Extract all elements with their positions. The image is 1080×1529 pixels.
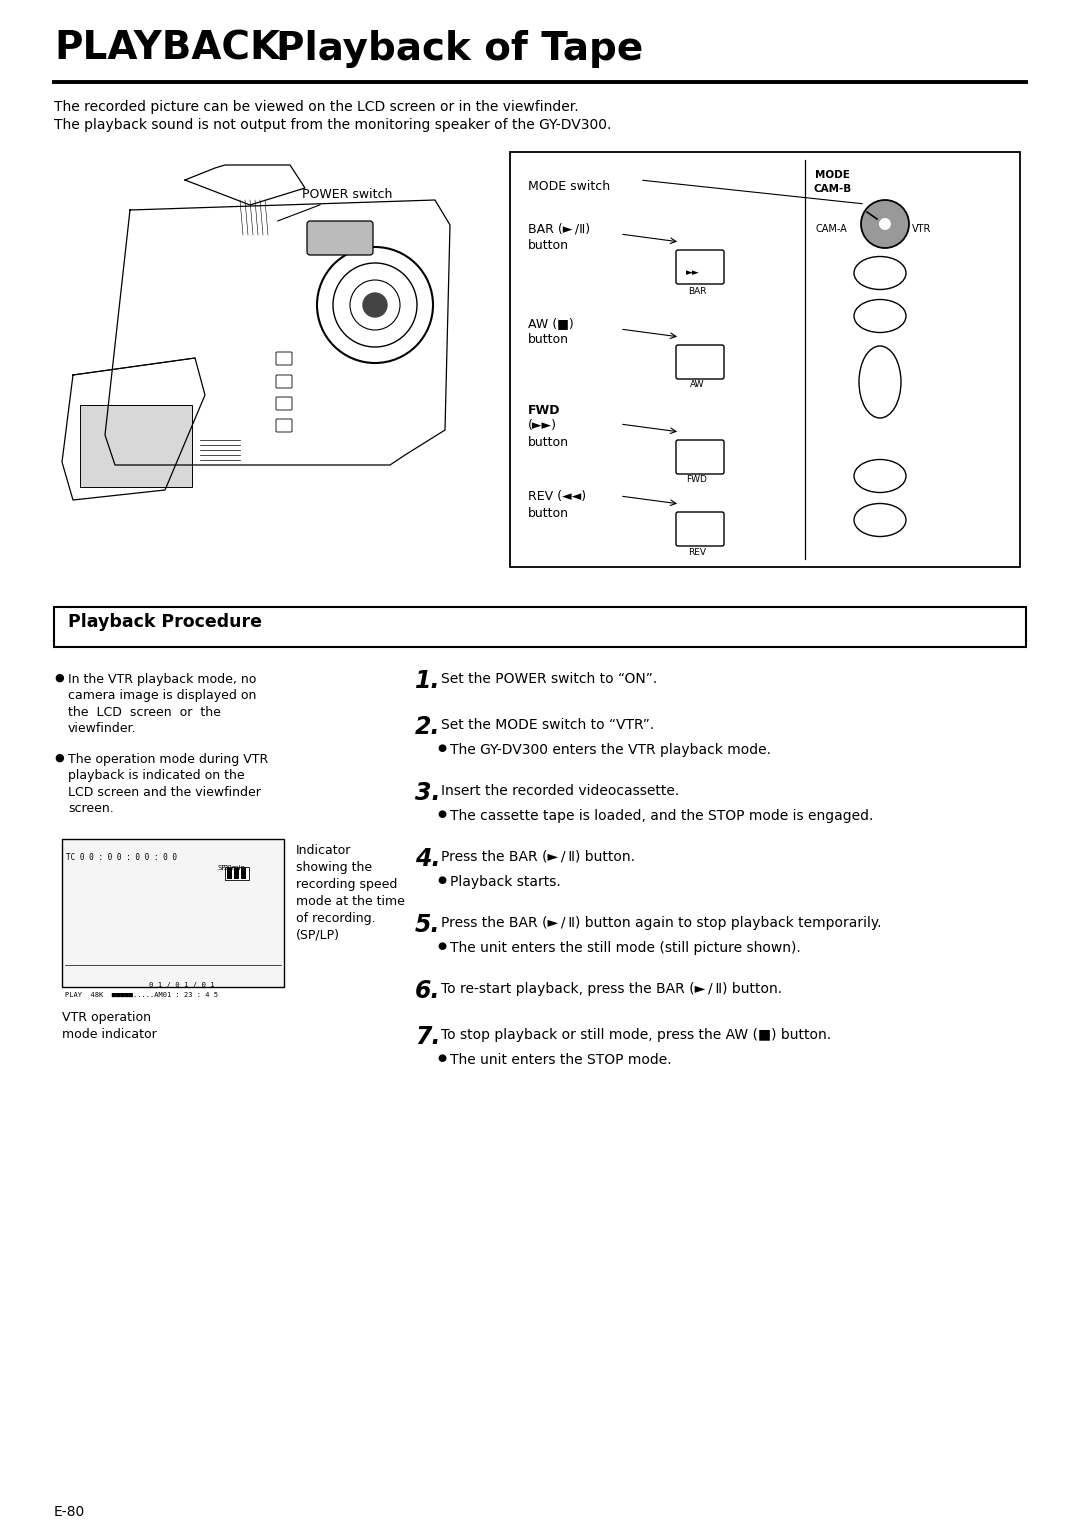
Text: the  LCD  screen  or  the: the LCD screen or the — [68, 706, 221, 719]
Text: button: button — [528, 508, 569, 520]
Text: FWD: FWD — [528, 404, 561, 417]
Text: button: button — [528, 239, 569, 252]
FancyBboxPatch shape — [276, 419, 292, 433]
Text: 7.: 7. — [415, 1024, 441, 1049]
Ellipse shape — [859, 346, 901, 417]
Text: PLAY  48K  ■■■■■.....AM01 : 23 : 4 5: PLAY 48K ■■■■■.....AM01 : 23 : 4 5 — [65, 992, 218, 998]
Ellipse shape — [854, 300, 906, 332]
FancyBboxPatch shape — [276, 398, 292, 410]
Text: The unit enters the still mode (still picture shown).: The unit enters the still mode (still pi… — [450, 940, 800, 956]
Ellipse shape — [854, 257, 906, 289]
Text: 0 1 / 0 1 / 0 1: 0 1 / 0 1 / 0 1 — [149, 982, 215, 988]
Text: Press the BAR (► / Ⅱ) button again to stop playback temporarily.: Press the BAR (► / Ⅱ) button again to st… — [441, 916, 881, 930]
Text: TC 0 0 : 0 0 : 0 0 : 0 0: TC 0 0 : 0 0 : 0 0 : 0 0 — [66, 853, 177, 862]
Text: ●: ● — [437, 940, 446, 951]
FancyBboxPatch shape — [676, 251, 724, 284]
Text: ►►: ►► — [686, 268, 700, 277]
Bar — [80, 405, 192, 488]
Text: 2.: 2. — [415, 716, 441, 739]
Text: button: button — [528, 333, 569, 346]
Text: 20min: 20min — [224, 865, 246, 872]
Text: SP: SP — [217, 865, 226, 872]
Text: BAR: BAR — [688, 287, 706, 297]
Text: REV: REV — [688, 547, 706, 557]
FancyBboxPatch shape — [676, 512, 724, 546]
Text: camera image is displayed on: camera image is displayed on — [68, 690, 256, 702]
Text: FWD: FWD — [687, 476, 707, 485]
Text: AW (■): AW (■) — [528, 317, 573, 330]
Text: ●: ● — [54, 752, 64, 763]
FancyBboxPatch shape — [307, 222, 373, 255]
Text: CAM-A: CAM-A — [815, 225, 847, 234]
Text: Playback starts.: Playback starts. — [450, 875, 561, 888]
Text: BAR (► /Ⅱ): BAR (► /Ⅱ) — [528, 222, 590, 235]
Bar — [225, 867, 249, 881]
FancyBboxPatch shape — [676, 440, 724, 474]
Circle shape — [861, 200, 909, 248]
Ellipse shape — [854, 503, 906, 537]
Circle shape — [879, 219, 891, 229]
Text: 3.: 3. — [415, 781, 441, 804]
Text: 4.: 4. — [415, 847, 441, 872]
Text: To stop playback or still mode, press the AW (■) button.: To stop playback or still mode, press th… — [441, 1027, 832, 1041]
Text: Playback Procedure: Playback Procedure — [68, 613, 262, 631]
Text: 5.: 5. — [415, 913, 441, 937]
Text: LCD screen and the viewfinder: LCD screen and the viewfinder — [68, 786, 261, 800]
Bar — [510, 151, 1020, 567]
Text: The cassette tape is loaded, and the STOP mode is engaged.: The cassette tape is loaded, and the STO… — [450, 809, 874, 823]
Text: To re-start playback, press the BAR (► / Ⅱ) button.: To re-start playback, press the BAR (► /… — [441, 982, 782, 995]
Text: The operation mode during VTR: The operation mode during VTR — [68, 752, 268, 766]
Text: playback is indicated on the: playback is indicated on the — [68, 769, 245, 783]
Text: The playback sound is not output from the monitoring speaker of the GY-DV300.: The playback sound is not output from th… — [54, 118, 611, 131]
Text: viewfinder.: viewfinder. — [68, 723, 136, 735]
Text: POWER switch: POWER switch — [278, 188, 392, 222]
Text: screen.: screen. — [68, 803, 113, 815]
Text: Indicator
showing the
recording speed
mode at the time
of recording.
(SP/LP): Indicator showing the recording speed mo… — [296, 844, 405, 942]
Text: ●: ● — [437, 875, 446, 885]
Text: ●: ● — [437, 1053, 446, 1063]
FancyBboxPatch shape — [276, 375, 292, 388]
Bar — [234, 868, 239, 879]
Text: VTR: VTR — [912, 225, 931, 234]
FancyBboxPatch shape — [676, 346, 724, 379]
Text: E-80: E-80 — [54, 1505, 85, 1518]
Text: ●: ● — [54, 673, 64, 683]
Text: MODE switch: MODE switch — [528, 180, 610, 193]
Text: 1.: 1. — [415, 670, 441, 693]
Bar — [241, 868, 246, 879]
Circle shape — [363, 294, 387, 317]
Text: The unit enters the STOP mode.: The unit enters the STOP mode. — [450, 1053, 672, 1067]
Bar — [227, 868, 232, 879]
Bar — [62, 839, 284, 988]
Text: REV (◄◄): REV (◄◄) — [528, 489, 586, 503]
Text: Playback of Tape: Playback of Tape — [249, 31, 644, 67]
Text: Insert the recorded videocassette.: Insert the recorded videocassette. — [441, 784, 679, 798]
Text: CAM-B: CAM-B — [813, 183, 851, 194]
Text: ●: ● — [437, 809, 446, 820]
Text: In the VTR playback mode, no: In the VTR playback mode, no — [68, 673, 256, 687]
Text: Set the POWER switch to “ON”.: Set the POWER switch to “ON”. — [441, 673, 658, 687]
Text: Set the MODE switch to “VTR”.: Set the MODE switch to “VTR”. — [441, 719, 654, 732]
Text: button: button — [528, 436, 569, 450]
Text: The recorded picture can be viewed on the LCD screen or in the viewfinder.: The recorded picture can be viewed on th… — [54, 99, 579, 115]
Ellipse shape — [854, 460, 906, 492]
Text: (►►): (►►) — [528, 419, 557, 433]
Bar — [54, 607, 1026, 647]
Text: VTR operation
mode indicator: VTR operation mode indicator — [62, 1011, 157, 1041]
Text: ●: ● — [437, 743, 446, 752]
Text: The GY-DV300 enters the VTR playback mode.: The GY-DV300 enters the VTR playback mod… — [450, 743, 771, 757]
Text: PLAYBACK: PLAYBACK — [54, 31, 280, 67]
Text: MODE: MODE — [815, 170, 850, 180]
Text: AW: AW — [690, 381, 704, 388]
FancyBboxPatch shape — [276, 352, 292, 365]
Text: 6.: 6. — [415, 979, 441, 1003]
Text: Press the BAR (► / Ⅱ) button.: Press the BAR (► / Ⅱ) button. — [441, 850, 635, 864]
